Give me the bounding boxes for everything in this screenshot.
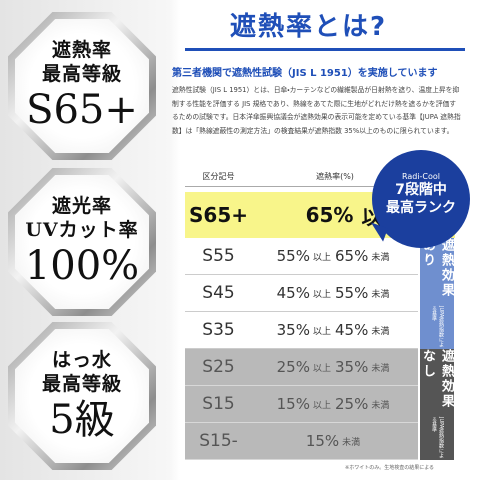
ineffective-label: 遮熱効果なし JUPA遮熱指数による基準 [420,349,454,460]
description: 遮熱性試験（JIS L 1951）とは、日傘・カーテンなどの繊維製品が日射熱を遮… [172,86,461,135]
code-cell: S15 [185,386,252,423]
code-cell: S55 [185,238,252,275]
rate-cell: 45% 以上 55% 未満 [252,275,418,312]
rate-cell: 15% 以上 25% 未満 [252,386,418,423]
code-cell: S65+ [185,192,252,238]
rate-value: 65% [305,203,354,227]
code-cell: S35 [185,312,252,349]
effective-label: 遮熱効果あり JUPA遮熱指数による基準 [420,238,454,349]
code-cell: S15- [185,423,252,460]
rate-value: 55% [276,247,310,265]
rate-value: 15% [276,395,310,413]
rate-unit: 以上 [312,252,331,263]
rate-cell: 35% 以上 45% 未満 [252,312,418,349]
rate-value: 65% [335,247,369,265]
title-underline [185,48,465,51]
badge-inner: はっ水 最高等級 5級 [15,329,149,463]
badge-inner: 遮光率 UVカット率 100% [15,175,149,309]
code-cell: S25 [185,349,252,386]
rate-unit: 未満 [371,289,390,300]
rate-cell: 25% 以上 35% 未満 [252,349,418,386]
subtitle: 第三者機関で遮熱性試験（JIS L 1951）を実施しています [172,68,438,79]
label: 遮熱効果あり [420,238,454,298]
brand: Radi-Cool [401,172,441,181]
rate-unit: 未満 [342,437,361,448]
rate-unit: 未満 [371,363,390,374]
badge-line: 7段階中 [395,182,447,198]
rate-unit: 以上 [312,363,331,374]
badge-line: UVカット率 [25,219,139,241]
rate-value: 15% [305,432,340,450]
rate-value: 55% [335,284,369,302]
badge-octagon: はっ水 最高等級 5級 [8,322,156,470]
title: 遮熱率とは? [230,12,388,42]
rate-cell: 15% 未満 [252,423,418,460]
table-header: 区分記号 [185,167,252,187]
rate-cell: 55% 以上 65% 未満 [252,238,418,275]
badge-value: 100% [24,243,140,289]
code-cell: S45 [185,275,252,312]
badge-octagon: 遮光率 UVカット率 100% [8,168,156,316]
badge-line: はっ水 [51,349,112,371]
badge-line: 最高等級 [41,373,122,395]
label: 遮熱効果なし [420,349,454,409]
rate-value: 25% [276,358,310,376]
badge-octagon: 遮熱率 最高等級 S65+ [8,12,156,160]
footnote: ※ホワイトのみ。生地検査の結果による [345,465,435,471]
badge-value: 5級 [49,397,115,443]
rank-badge: Radi-Cool 7段階中 最高ランク [372,150,470,248]
rate-value: 35% [276,321,310,339]
rate-unit: 以上 [312,326,331,337]
badge-line: 最高等級 [41,63,122,85]
rate-value: 35% [335,358,369,376]
note: JUPA遮熱指数による基準 [431,417,444,459]
rate-value: 25% [335,395,369,413]
rate-unit: 未満 [371,326,390,337]
rate-unit: 以上 [312,289,331,300]
rate-unit: 未満 [371,400,390,411]
badge-inner: 遮熱率 最高等級 S65+ [15,19,149,153]
badge-value: S65+ [26,87,138,133]
rate-value: 45% [276,284,310,302]
badge-line: 遮熱率 [51,39,112,61]
badge-line: 遮光率 [51,195,112,217]
rate-unit: 以上 [312,400,331,411]
note: JUPA遮熱指数による基準 [431,306,444,348]
rate-value: 45% [335,321,369,339]
rate-unit: 未満 [371,252,390,263]
badge-line: 最高ランク [386,200,456,216]
